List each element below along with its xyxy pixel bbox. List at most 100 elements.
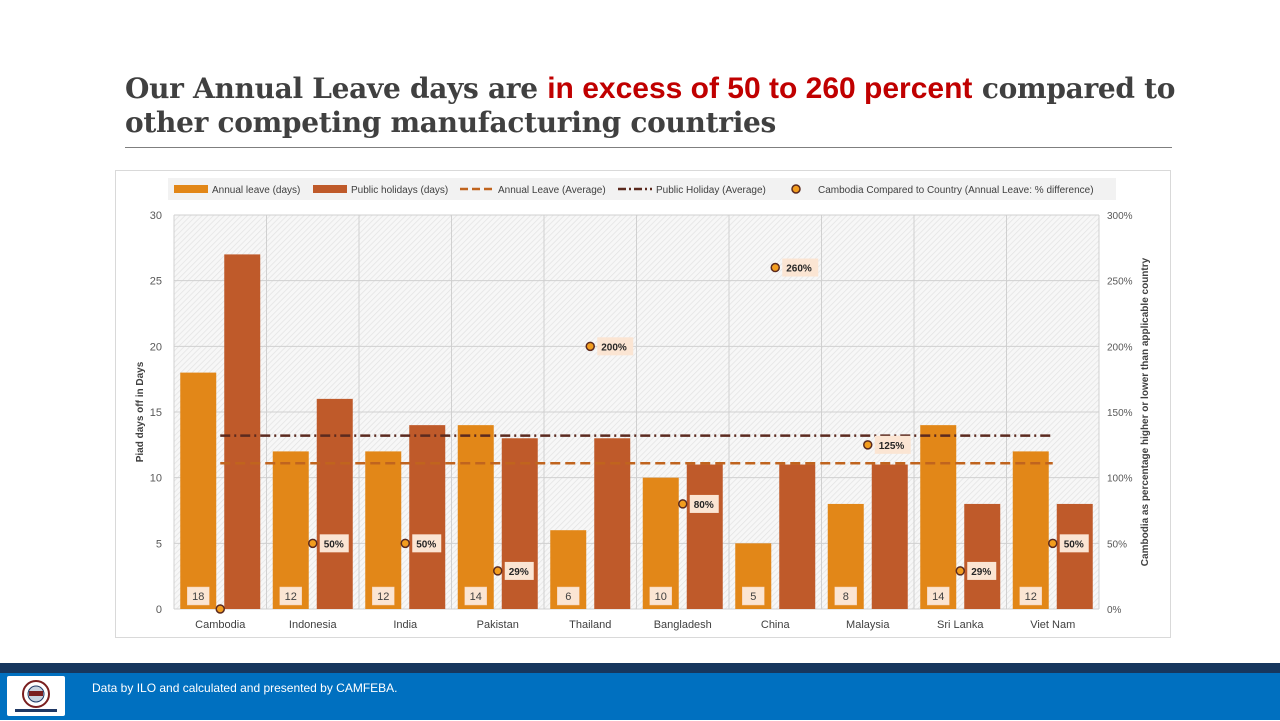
bar-public-holidays [1056,503,1093,609]
y2-axis-title: Cambodia as percentage higher or lower t… [1140,257,1151,566]
category-group: 18 Cambodia [180,254,261,631]
pct-marker [400,538,410,549]
category-group: 12 Indonesia [272,398,353,631]
bar-public-holidays [409,425,446,609]
legend-swatch-pct [791,184,801,194]
data-label-box [649,586,672,606]
data-label-box [742,586,765,606]
y-tick-label: 0 [156,604,162,616]
pct-marker [770,262,780,273]
footer-bar: Data by ILO and calculated and presented… [0,673,1280,720]
title-part2: compared to other competing manufacturin… [125,72,1176,139]
pct-label: 50% [1064,539,1084,550]
legend-swatch-annual [174,185,208,193]
y2-tick-label: 150% [1107,408,1133,419]
pct-label: 50% [416,539,436,550]
bar-annual-leave [920,425,957,609]
data-label-box [279,586,302,606]
bar-public-holidays [686,464,723,609]
y-tick-label: 5 [156,538,162,550]
pct-label: 80% [694,500,714,511]
x-tick-label: Cambodia [195,619,246,631]
legend-label-annual: Annual leave (days) [212,185,300,196]
x-tick-label: Pakistan [477,619,519,631]
camfeba-logo-icon [7,676,65,716]
slide-title: Our Annual Leave days are in excess of 5… [125,72,1185,140]
category-group: 6 Thailand [550,438,631,631]
data-label-box [557,586,580,606]
pct-label-box [412,534,442,553]
x-tick-label: Viet Nam [1030,619,1075,631]
pct-label-box [319,534,349,553]
category-group: 12 Viet Nam [1012,451,1093,631]
x-tick-label: Sri Lanka [937,619,984,631]
data-label-annual: 12 [285,591,297,603]
y2-tick-label: 100% [1107,474,1133,485]
bar-annual-leave [180,372,217,609]
bar-public-holidays [964,503,1001,609]
legend-label-annual-avg: Annual Leave (Average) [498,185,606,196]
y-axis-title: Piad days off in Days [135,361,146,462]
x-tick-label: Malaysia [846,619,890,631]
data-label-box [187,586,210,606]
category-group: 12 India [365,425,446,631]
data-label-annual: 6 [565,591,571,603]
pct-label-box [782,258,819,277]
pct-marker [955,566,965,576]
pct-label: 260% [786,264,812,275]
pct-label-box [874,435,911,454]
y-tick-label: 25 [150,276,162,288]
x-tick-label: Thailand [569,619,611,631]
y-tick-label: 20 [150,341,162,353]
data-label-box [464,586,487,606]
data-label-annual: 10 [655,591,667,603]
leave-chart: 0510152025300%50%100%150%200%250%300%Pia… [135,178,1151,631]
data-label-box [372,586,395,606]
bar-public-holidays [316,398,353,609]
footer-source-text: Data by ILO and calculated and presented… [92,681,398,695]
x-tick-label: Bangladesh [654,619,712,631]
pct-label-box [1059,534,1089,553]
y2-tick-label: 200% [1107,342,1133,353]
x-tick-label: India [393,619,418,631]
pct-marker [308,538,318,549]
pct-marker [678,499,688,509]
footer-strip [0,663,1280,673]
title-part1: Our Annual Leave days are [125,72,548,105]
y2-tick-label: 250% [1107,277,1133,288]
category-group: 10 Bangladesh [642,464,723,631]
pct-label-box [504,561,534,580]
data-label-annual: 5 [750,591,756,603]
data-label-annual: 18 [192,591,204,603]
category-group: 8 Malaysia [827,464,908,631]
bar-public-holidays [871,464,908,609]
pct-label: 50% [324,539,344,550]
bar-public-holidays [779,464,816,609]
bar-annual-leave [272,451,309,609]
legend-label-public: Public holidays (days) [351,185,448,196]
y2-tick-label: 0% [1107,605,1122,616]
pct-label: 29% [971,567,991,578]
y-tick-label: 30 [150,210,162,222]
category-group: 14 Sri Lanka [920,425,1001,631]
category-group: 14 Pakistan [457,425,538,631]
y-tick-label: 10 [150,473,162,485]
pct-marker [863,440,873,450]
pct-marker [215,604,225,614]
title-highlight: in excess of 50 to 260 percent [547,72,973,105]
legend-label-pct: Cambodia Compared to Country (Annual Lea… [818,185,1094,196]
data-label-annual: 8 [843,591,849,603]
bar-annual-leave [1012,451,1049,609]
legend: Annual leave (days) Public holidays (days… [168,178,1116,200]
y2-tick-label: 300% [1107,211,1133,222]
bar-annual-leave [365,451,402,609]
data-label-annual: 14 [470,591,482,603]
data-label-box [1019,586,1042,606]
pct-label: 29% [509,567,529,578]
data-label-annual: 12 [1025,591,1037,603]
pct-label: 200% [601,342,627,353]
pct-label-box [689,494,719,513]
bar-public-holidays [594,438,631,609]
pct-marker [493,566,503,576]
pct-marker [1048,538,1058,549]
